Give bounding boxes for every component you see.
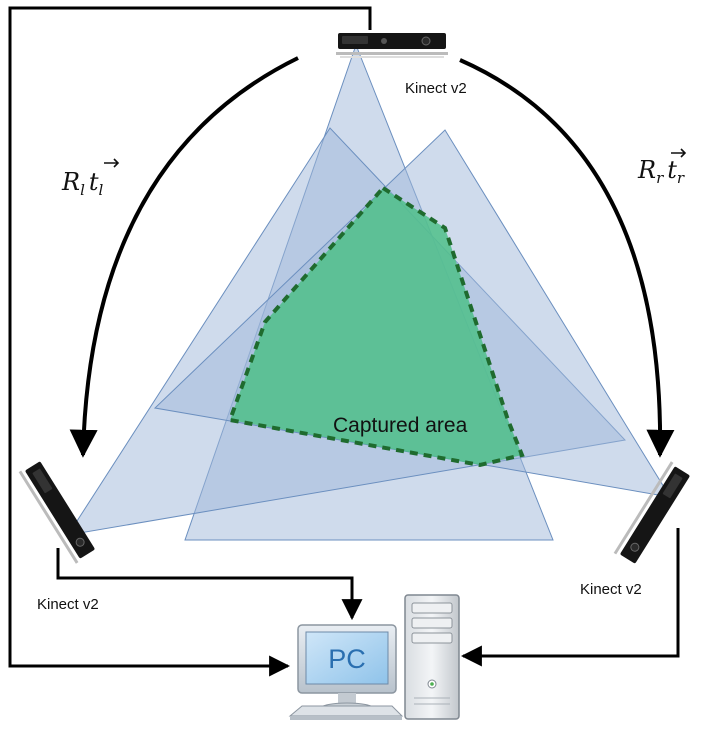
- pc-label: PC: [328, 644, 366, 674]
- kinect-right-label: Kinect v2: [580, 581, 642, 598]
- kinect-top-device: [336, 33, 448, 58]
- vector-arrow-icon: [104, 158, 120, 168]
- cable-top-to-pc: [8, 6, 372, 677]
- cable-left-to-pc: [56, 548, 363, 621]
- vector-arrow-icon: [671, 148, 687, 158]
- cable-right-to-pc: [460, 528, 680, 667]
- kinect-left-label: Kinect v2: [37, 596, 99, 613]
- arrow-top-to-right: [459, 58, 675, 458]
- pc-tower-icon: [404, 594, 460, 720]
- kinect-right-device: [613, 461, 690, 564]
- transform-left-label: Rl tl: [61, 158, 120, 199]
- kinect-top-label: Kinect v2: [405, 80, 467, 97]
- pc-monitor-icon: [288, 624, 404, 720]
- captured-area-label: Captured area: [333, 414, 468, 437]
- transform-right-label: Rr tr: [637, 148, 687, 187]
- kinect-left-device: [18, 461, 95, 564]
- arrow-top-to-left: [69, 56, 299, 458]
- captured-area: [227, 185, 525, 468]
